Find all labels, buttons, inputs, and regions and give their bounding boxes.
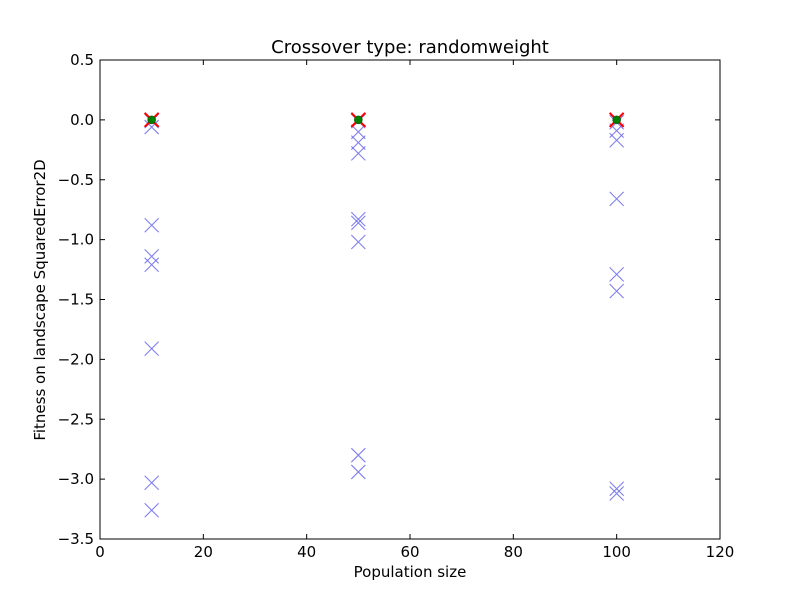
data-point-x-marker bbox=[350, 447, 366, 463]
y-tick-label: 0.0 bbox=[70, 111, 94, 129]
data-point-x-marker bbox=[144, 217, 160, 233]
y-tick-label: 0.5 bbox=[70, 51, 94, 69]
data-point-x-marker bbox=[350, 215, 366, 231]
plot-frame bbox=[99, 59, 721, 540]
data-point-x-marker bbox=[350, 464, 366, 480]
x-tick-label: 120 bbox=[706, 543, 735, 561]
data-point-x-marker bbox=[144, 341, 160, 356]
data-point-x-marker bbox=[609, 283, 625, 299]
x-tick-label: 0 bbox=[95, 543, 105, 561]
data-point-x-marker bbox=[609, 191, 625, 207]
data-markers bbox=[143, 112, 625, 518]
data-point-x-marker bbox=[144, 502, 160, 518]
data-point-x-marker bbox=[350, 146, 366, 161]
y-tick-label: −2.0 bbox=[58, 350, 94, 368]
y-tick-label: −1.5 bbox=[58, 291, 94, 309]
x-tick-label: 40 bbox=[297, 543, 316, 561]
data-point-x-marker bbox=[350, 234, 366, 250]
x-tick-label: 20 bbox=[194, 543, 213, 561]
data-point-circle-marker bbox=[354, 115, 363, 125]
x-axis-label: Population size bbox=[354, 563, 467, 581]
y-tick-label: −0.5 bbox=[58, 171, 94, 189]
chart-title: Crossover type: randomweight bbox=[271, 37, 549, 58]
data-point-x-marker bbox=[609, 132, 625, 148]
x-tick-label: 100 bbox=[602, 543, 631, 561]
y-tick-label: −1.0 bbox=[58, 231, 94, 249]
x-tick-label: 80 bbox=[504, 543, 523, 561]
data-point-x-marker bbox=[609, 481, 625, 497]
x-axis-ticks: 0 20 40 60 80 100 120 bbox=[95, 60, 734, 561]
data-point-x-marker bbox=[350, 124, 366, 140]
y-tick-label: −3.5 bbox=[58, 530, 94, 548]
y-axis-label: Fitness on landscape SquaredError2D bbox=[31, 159, 49, 440]
data-point-circle-marker bbox=[147, 115, 156, 125]
y-axis-ticks: 0.5 0.0 −0.5 −1.0 −1.5 −2.0 −2.5 −3.0 −3.5 bbox=[58, 51, 720, 548]
data-point-x-marker bbox=[609, 486, 625, 501]
data-point-x-marker bbox=[144, 475, 160, 491]
data-point-x-marker bbox=[144, 119, 160, 135]
data-point-x-marker bbox=[609, 266, 625, 282]
data-point-x-marker bbox=[350, 211, 366, 227]
data-point-x-marker bbox=[144, 249, 160, 264]
data-point-circle-marker bbox=[612, 115, 621, 125]
x-tick-label: 60 bbox=[400, 543, 419, 561]
data-point-x-marker bbox=[144, 257, 160, 273]
y-tick-label: −2.5 bbox=[58, 410, 94, 428]
data-point-x-marker bbox=[350, 135, 366, 151]
y-tick-label: −3.0 bbox=[58, 470, 94, 488]
